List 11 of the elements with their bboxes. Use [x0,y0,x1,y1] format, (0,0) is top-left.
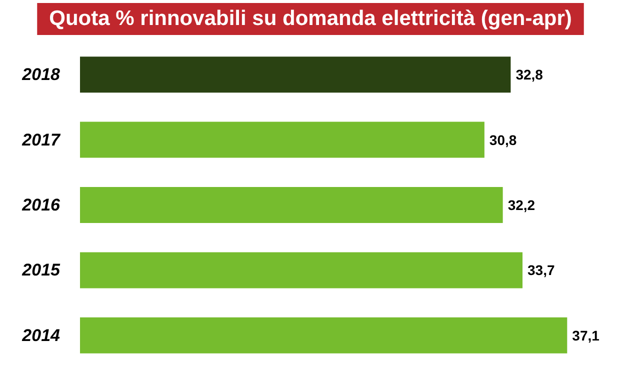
data-label: 37,1 [572,327,600,344]
y-tick-label: 2018 [21,65,61,84]
y-tick-label: 2016 [21,196,61,214]
y-tick-label: 2015 [21,260,61,280]
y-tick-label: 2014 [21,326,61,345]
data-label: 32,2 [508,197,536,213]
chart-title: Quota % rinnovabili su domanda elettricità (gen-apr) [49,7,572,30]
data-label: 32,8 [516,66,544,83]
data-label: 33,7 [528,262,555,278]
y-tick-label: 2017 [21,130,62,150]
data-label: 30,8 [489,132,517,148]
